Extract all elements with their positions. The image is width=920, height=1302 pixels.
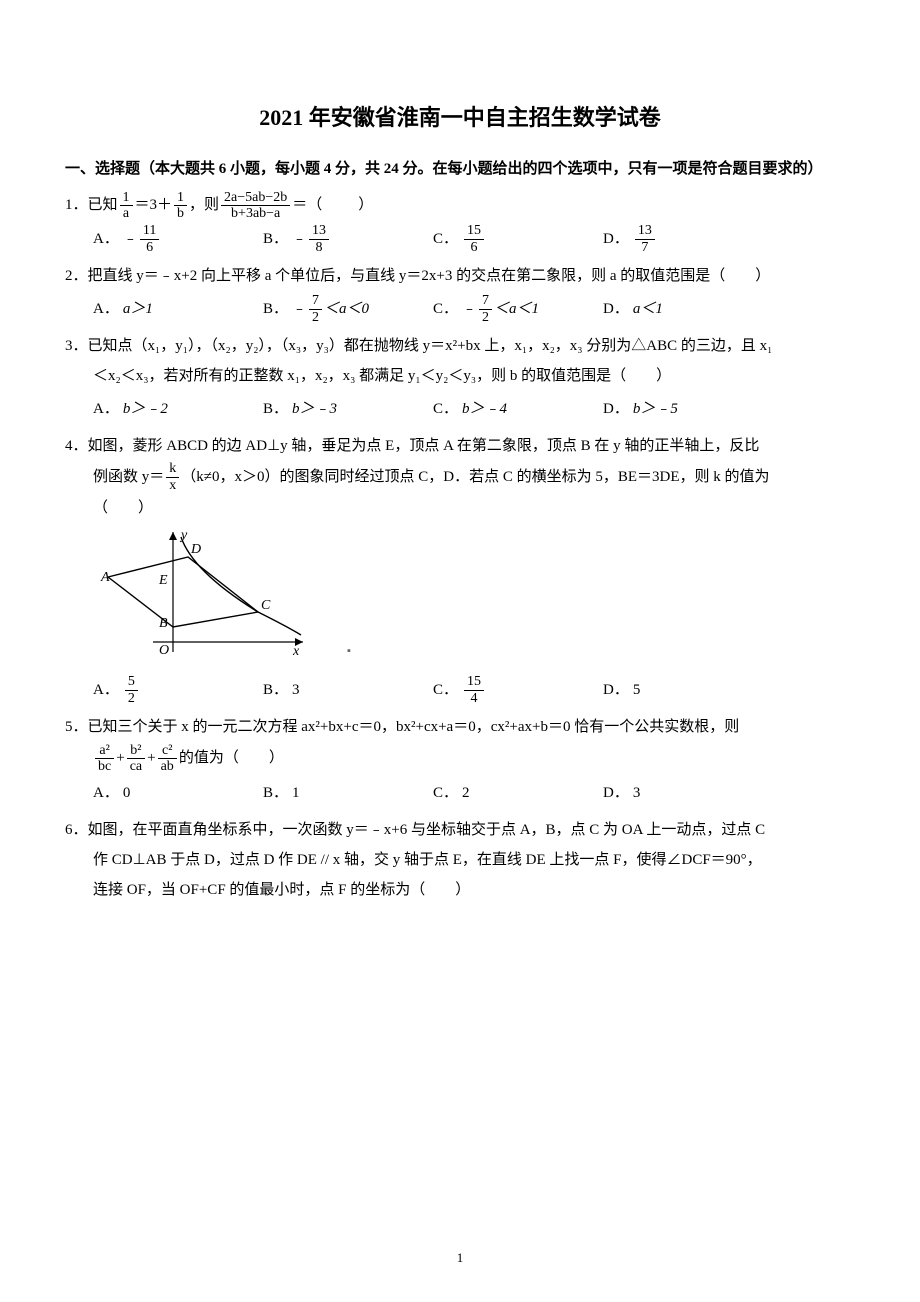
q3-opt-a: A．b＞﹣2 — [93, 391, 263, 427]
q4-figure: A D C B E O x y ▪ — [93, 527, 855, 668]
q3-opt-c: C．b＞﹣4 — [433, 391, 603, 427]
q3-line1: 3．已知点（x₁，y₁），（x₂，y₂），（x₃，y₃）都在抛物线 y＝x²+b… — [65, 331, 855, 361]
q1-options: A． ﹣ 116 B． ﹣ 138 C． 156 D． 137 — [65, 221, 855, 257]
svg-text:C: C — [261, 598, 271, 613]
cursor-marker: ▪ — [347, 640, 351, 662]
q5-line1: 5．已知三个关于 x 的一元二次方程 ax²+bx+c＝0，bx²+cx+a＝0… — [65, 712, 855, 742]
q4-line1: 4．如图，菱形 ABCD 的边 AD⊥y 轴，垂足为点 E，顶点 A 在第二象限… — [65, 431, 855, 461]
q5-opt-d: D．3 — [603, 775, 773, 811]
q1-stem: 1．已知 1 a ＝3＋ 1 b ，则 2a−5ab−2b b+3ab−a ＝ … — [65, 190, 375, 222]
question-2: 2．把直线 y＝﹣x+2 向上平移 a 个单位后，与直线 y＝2x+3 的交点在… — [65, 261, 855, 327]
q4-line2: 例函数 y＝ kx （k≠0，x＞0）的图象同时经过顶点 C，D．若点 C 的横… — [65, 461, 855, 493]
q6-line1: 6．如图，在平面直角坐标系中，一次函数 y＝﹣x+6 与坐标轴交于点 A，B，点… — [65, 815, 855, 845]
q5-opt-b: B．1 — [263, 775, 433, 811]
q1-opt-c: C． 156 — [433, 221, 603, 257]
q2-opt-c: C． ﹣ 72 ＜a＜1 — [433, 291, 603, 327]
q3-opt-b: B．b＞﹣3 — [263, 391, 433, 427]
svg-text:B: B — [159, 616, 168, 631]
q1-mid: ＝3＋ — [135, 198, 173, 213]
q4-paren: （ ） — [65, 493, 855, 523]
q1-opt-b: B． ﹣ 138 — [263, 221, 433, 257]
svg-text:D: D — [190, 542, 201, 557]
q1-txt2: ，则 — [189, 198, 219, 213]
exam-title: 2021 年安徽省淮南一中自主招生数学试卷 — [65, 100, 855, 132]
q5-options: A．0 B．1 C．2 D．3 — [65, 775, 855, 811]
svg-text:A: A — [100, 570, 110, 585]
q6-line2: 作 CD⊥AB 于点 D，过点 D 作 DE // x 轴，交 y 轴于点 E，… — [65, 845, 855, 875]
q1-prefix: 1．已知 — [65, 198, 118, 213]
q1-eqeq: ＝ — [292, 198, 307, 213]
question-5: 5．已知三个关于 x 的一元二次方程 ax²+bx+c＝0，bx²+cx+a＝0… — [65, 712, 855, 811]
q4-options: A． 52 B． 3 C． 154 D． 5 — [65, 672, 855, 708]
q2-stem: 2．把直线 y＝﹣x+2 向上平移 a 个单位后，与直线 y＝2x+3 的交点在… — [65, 261, 855, 291]
question-1: 1．已知 1 a ＝3＋ 1 b ，则 2a−5ab−2b b+3ab−a ＝ … — [65, 190, 855, 258]
q2-opt-a: A． a＞1 — [93, 291, 263, 327]
question-3: 3．已知点（x₁，y₁），（x₂，y₂），（x₃，y₃）都在抛物线 y＝x²+b… — [65, 331, 855, 427]
svg-text:E: E — [158, 573, 168, 588]
q4-opt-a: A． 52 — [93, 672, 263, 708]
q4-opt-d: D． 5 — [603, 672, 773, 708]
page: 2021 年安徽省淮南一中自主招生数学试卷 一、选择题（本大题共 6 小题，每小… — [0, 0, 920, 1302]
svg-text:y: y — [179, 528, 188, 543]
q3-options: A．b＞﹣2 B．b＞﹣3 C．b＞﹣4 D．b＞﹣5 — [65, 391, 855, 427]
section-heading: 一、选择题（本大题共 6 小题，每小题 4 分，共 24 分。在每小题给出的四个… — [65, 154, 855, 186]
q4-frac-kx: kx — [166, 461, 179, 493]
q5-expr: a²bc + b²ca + c²ab 的值为（ ） — [65, 742, 855, 775]
page-number: 1 — [0, 1250, 920, 1266]
q1-blank: （ ） — [307, 198, 375, 213]
question-6: 6．如图，在平面直角坐标系中，一次函数 y＝﹣x+6 与坐标轴交于点 A，B，点… — [65, 815, 855, 905]
q2-options: A． a＞1 B． ﹣ 72 ＜a＜0 C． ﹣ 72 ＜a＜1 D． a＜1 — [65, 291, 855, 327]
q6-line3: 连接 OF，当 OF+CF 的值最小时，点 F 的坐标为（ ） — [65, 875, 855, 905]
q2-opt-b: B． ﹣ 72 ＜a＜0 — [263, 291, 433, 327]
q1-frac-1b: 1 b — [174, 190, 187, 222]
q1-opt-d: D． 137 — [603, 221, 773, 257]
q1-opt-a: A． ﹣ 116 — [93, 221, 263, 257]
q3-line2: ＜x₂＜x₃，若对所有的正整数 x₁，x₂，x₃ 都满足 y₁＜y₂＜y₃，则 … — [65, 361, 855, 391]
q2-opt-d: D． a＜1 — [603, 291, 713, 327]
q4-opt-b: B． 3 — [263, 672, 433, 708]
q5-opt-c: C．2 — [433, 775, 603, 811]
q1-bigfrac: 2a−5ab−2b b+3ab−a — [221, 190, 290, 222]
q4-diagram: A D C B E O x y — [93, 527, 313, 657]
svg-text:O: O — [159, 643, 169, 657]
q4-opt-c: C． 154 — [433, 672, 603, 708]
q5-opt-a: A．0 — [93, 775, 263, 811]
q1-frac-1a: 1 a — [120, 190, 133, 222]
svg-text:x: x — [292, 644, 300, 657]
q3-opt-d: D．b＞﹣5 — [603, 391, 773, 427]
question-4: 4．如图，菱形 ABCD 的边 AD⊥y 轴，垂足为点 E，顶点 A 在第二象限… — [65, 431, 855, 708]
